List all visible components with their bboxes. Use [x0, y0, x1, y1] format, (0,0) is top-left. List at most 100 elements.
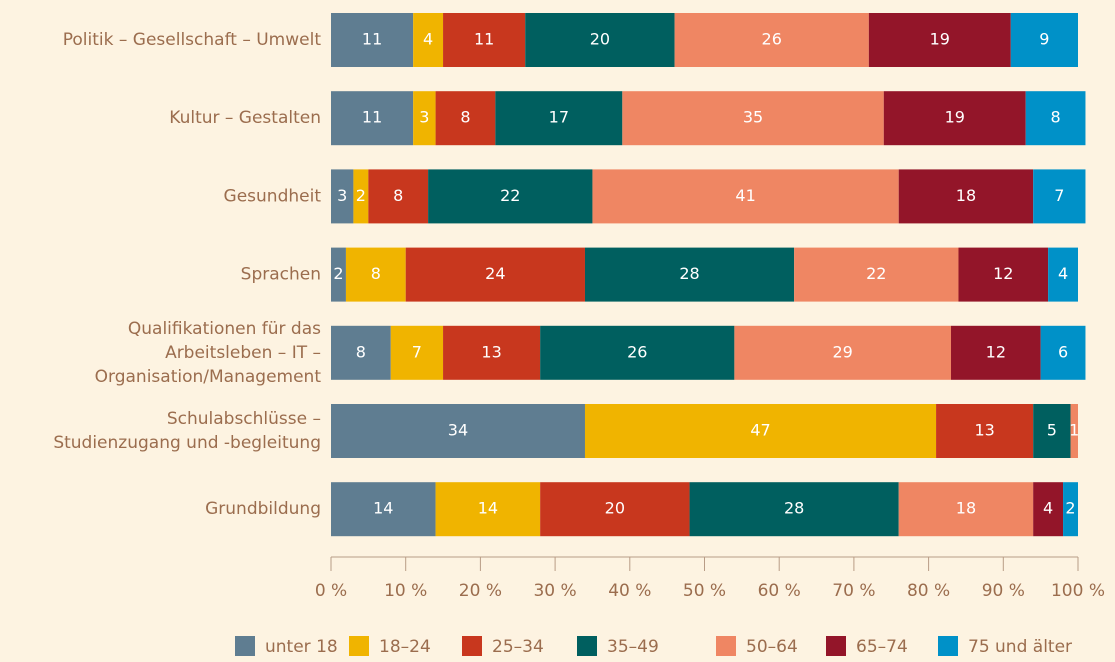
category-label: Kultur – Gestalten: [169, 108, 321, 128]
bar-segment: [495, 91, 623, 146]
bar-segment: [331, 91, 414, 146]
bar-segment: [674, 13, 869, 67]
bar-segment: [413, 91, 436, 146]
value-label: 2: [356, 186, 366, 205]
bar-segment: [1025, 91, 1086, 146]
bar-segment: [1033, 482, 1064, 537]
value-label: 11: [474, 30, 494, 49]
value-label: 12: [993, 264, 1013, 283]
value-label: 28: [679, 264, 699, 283]
legend-swatch: [716, 636, 736, 656]
value-label: 8: [393, 186, 403, 205]
bar-segment: [390, 325, 444, 380]
value-label: 2: [1065, 499, 1075, 518]
legend-label: 35–49: [607, 637, 659, 657]
value-label: 28: [784, 499, 804, 518]
value-label: 13: [974, 421, 994, 440]
bar-segment: [331, 482, 436, 537]
bar-segment: [734, 325, 952, 380]
value-label: 8: [371, 264, 381, 283]
bar-segment: [540, 482, 690, 537]
bar-segment: [345, 247, 406, 302]
bar-segment: [958, 247, 1049, 302]
value-label: 7: [412, 342, 422, 361]
value-label: 1: [1069, 421, 1079, 440]
bar-segment: [898, 482, 1034, 537]
value-label: 3: [419, 108, 429, 127]
bar-segment: [331, 325, 391, 380]
x-tick-label: 50 %: [683, 581, 726, 601]
bar-segment: [443, 325, 541, 380]
bar-segment: [540, 325, 735, 380]
category-label: Qualifikationen für das Arbeitsleben – IT…: [95, 319, 322, 387]
value-label: 8: [460, 108, 470, 127]
legend-label: unter 18: [265, 637, 338, 657]
x-tick-label: 90 %: [982, 581, 1025, 601]
legend-label: 50–64: [746, 637, 798, 657]
value-label: 11: [362, 108, 382, 127]
value-label: 26: [627, 342, 647, 361]
legend-label: 65–74: [856, 637, 908, 657]
category-label: Schulabschlüsse – Studienzugang und -begl…: [53, 409, 321, 453]
value-label: 4: [1058, 264, 1068, 283]
legend-swatch: [577, 636, 597, 656]
bar-segment: [592, 169, 899, 224]
value-label: 14: [373, 499, 393, 518]
x-tick-label: 40 %: [608, 581, 651, 601]
value-label: 2: [333, 264, 343, 283]
bar-segment: [1010, 13, 1078, 67]
legend-label: 25–34: [492, 637, 544, 657]
value-label: 8: [1050, 108, 1060, 127]
value-label: 24: [485, 264, 505, 283]
legend-swatch: [826, 636, 846, 656]
value-label: 41: [735, 186, 755, 205]
value-label: 29: [833, 342, 853, 361]
bar-segment: [435, 482, 541, 537]
bar-segment: [794, 247, 959, 302]
legend-swatch: [235, 636, 255, 656]
bar-segment: [1070, 404, 1078, 458]
legend-swatch: [938, 636, 958, 656]
value-label: 17: [549, 108, 569, 127]
legend-swatch: [462, 636, 482, 656]
value-label: 22: [866, 264, 886, 283]
bar-segment: [331, 404, 585, 458]
bar-segment: [898, 169, 1034, 224]
bar-segment: [584, 404, 937, 458]
value-label: 19: [945, 108, 965, 127]
value-label: 12: [986, 342, 1006, 361]
value-label: 4: [423, 30, 433, 49]
value-label: 14: [478, 499, 498, 518]
bar-segment: [413, 13, 444, 67]
x-tick-label: 80 %: [907, 581, 950, 601]
bar-segment: [1033, 404, 1071, 458]
bar-segment: [1033, 169, 1086, 224]
value-label: 35: [743, 108, 763, 127]
value-label: 9: [1039, 30, 1049, 49]
bar-segment: [525, 13, 675, 67]
legend-swatch: [349, 636, 369, 656]
value-label: 8: [356, 342, 366, 361]
x-tick-label: 70 %: [832, 581, 875, 601]
value-label: 34: [448, 421, 468, 440]
bar-segment: [353, 169, 369, 224]
x-tick-label: 60 %: [758, 581, 801, 601]
bar-segment: [936, 404, 1034, 458]
value-label: 19: [930, 30, 950, 49]
bar-segment: [368, 169, 429, 224]
bar-segment: [689, 482, 899, 537]
category-label: Sprachen: [241, 265, 321, 285]
value-label: 47: [750, 421, 770, 440]
value-label: 20: [590, 30, 610, 49]
value-label: 7: [1054, 186, 1064, 205]
value-label: 4: [1043, 499, 1053, 518]
bar-segment: [1063, 482, 1078, 537]
x-tick-label: 30 %: [533, 581, 576, 601]
category-label: Grundbildung: [205, 499, 321, 519]
bar-segment: [1048, 247, 1078, 302]
value-label: 18: [956, 186, 976, 205]
value-label: 22: [500, 186, 520, 205]
bar-segment: [405, 247, 585, 302]
bar-segment: [331, 169, 354, 224]
